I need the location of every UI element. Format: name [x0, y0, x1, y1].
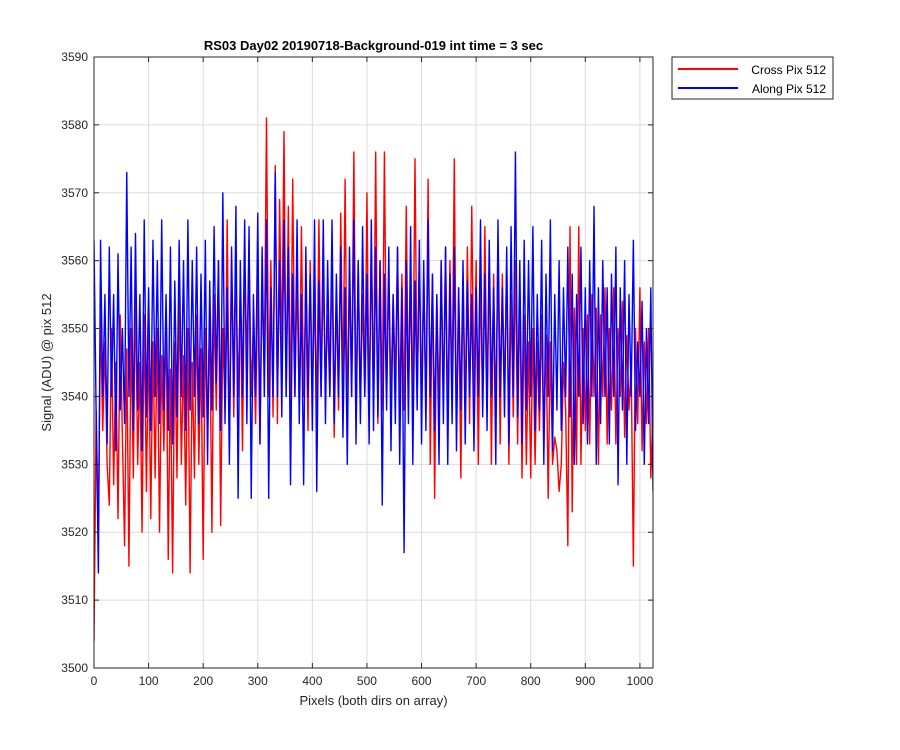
x-tick-label: 700 [466, 674, 486, 688]
legend-label-cross: Cross Pix 512 [751, 63, 826, 77]
legend: Cross Pix 512 Along Pix 512 [671, 56, 834, 100]
y-tick-label: 3590 [61, 50, 88, 64]
legend-label-along: Along Pix 512 [752, 82, 826, 96]
y-tick-label: 3570 [61, 186, 88, 200]
x-tick-label: 300 [248, 674, 268, 688]
y-tick-label: 3500 [61, 661, 88, 675]
y-tick-label: 3520 [61, 525, 88, 539]
y-tick-label: 3530 [61, 457, 88, 471]
plot-frame [93, 56, 654, 669]
y-tick-label: 3560 [61, 254, 88, 268]
series-layer [94, 117, 653, 641]
x-tick-label: 500 [357, 674, 377, 688]
series-line-along [94, 151, 653, 574]
x-tick-label: 0 [91, 674, 98, 688]
x-tick-label: 200 [193, 674, 213, 688]
x-axis-label: Pixels (both dirs on array) [299, 693, 447, 708]
legend-box [671, 56, 834, 100]
x-tick-label: 1000 [627, 674, 654, 688]
y-tick-label: 3540 [61, 389, 88, 403]
axis-ticks: 0 100 200 300 400 500 600 700 800 900 1000 3500 3510… [61, 50, 653, 688]
x-tick-label: 900 [575, 674, 595, 688]
x-tick-label: 400 [302, 674, 322, 688]
y-tick-label: 3550 [61, 322, 88, 336]
x-tick-label: 100 [139, 674, 159, 688]
x-tick-label: 800 [521, 674, 541, 688]
chart-title: RS03 Day02 20190718-Background-019 int t… [204, 38, 543, 53]
y-tick-label: 3510 [61, 593, 88, 607]
y-tick-label: 3580 [61, 118, 88, 132]
x-tick-label: 600 [412, 674, 432, 688]
y-axis-label: Signal (ADU) @ pix 512 [39, 293, 54, 431]
